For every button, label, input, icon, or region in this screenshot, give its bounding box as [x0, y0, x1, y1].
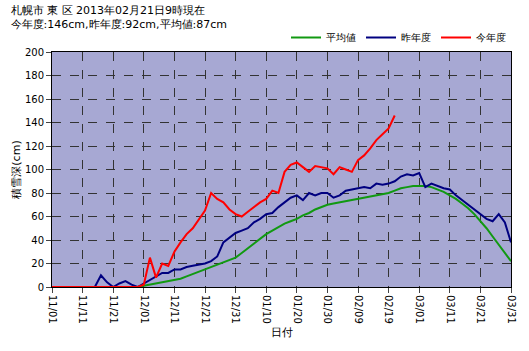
svg-text:20: 20 [31, 258, 44, 269]
svg-text:11/11: 11/11 [77, 295, 88, 324]
svg-text:11/01: 11/01 [47, 295, 58, 324]
svg-text:01/20: 01/20 [292, 295, 303, 324]
svg-text:01/10: 01/10 [261, 295, 272, 324]
svg-text:昨年度: 昨年度 [401, 32, 431, 43]
svg-text:01/30: 01/30 [322, 295, 333, 324]
svg-text:札幌市 東 区 2013年02月21日9時現在今年度:146: 札幌市 東 区 2013年02月21日9時現在今年度:146cm,昨年度:92c… [11, 4, 227, 31]
svg-text:140: 140 [25, 117, 44, 128]
svg-text:12/31: 12/31 [230, 295, 241, 324]
svg-text:40: 40 [31, 235, 44, 246]
svg-text:180: 180 [25, 70, 44, 81]
svg-text:日付: 日付 [271, 326, 293, 339]
svg-text:11/21: 11/21 [108, 295, 119, 324]
svg-text:100: 100 [25, 164, 44, 175]
svg-text:積雪深(cm): 積雪深(cm) [10, 140, 23, 198]
svg-text:0: 0 [38, 282, 44, 293]
svg-text:60: 60 [31, 211, 44, 222]
svg-text:03/01: 03/01 [414, 295, 425, 324]
svg-text:03/31: 03/31 [506, 295, 517, 324]
svg-text:03/11: 03/11 [445, 295, 456, 324]
svg-text:80: 80 [31, 188, 44, 199]
svg-text:200: 200 [25, 47, 44, 58]
svg-text:今年度: 今年度 [476, 32, 506, 43]
svg-text:03/21: 03/21 [475, 295, 486, 324]
svg-text:12/11: 12/11 [169, 295, 180, 324]
svg-text:12/21: 12/21 [200, 295, 211, 324]
svg-text:02/09: 02/09 [353, 295, 364, 324]
svg-text:02/19: 02/19 [383, 295, 394, 324]
svg-text:160: 160 [25, 94, 44, 105]
svg-text:平均値: 平均値 [326, 32, 356, 43]
svg-text:120: 120 [25, 141, 44, 152]
svg-text:12/01: 12/01 [139, 295, 150, 324]
